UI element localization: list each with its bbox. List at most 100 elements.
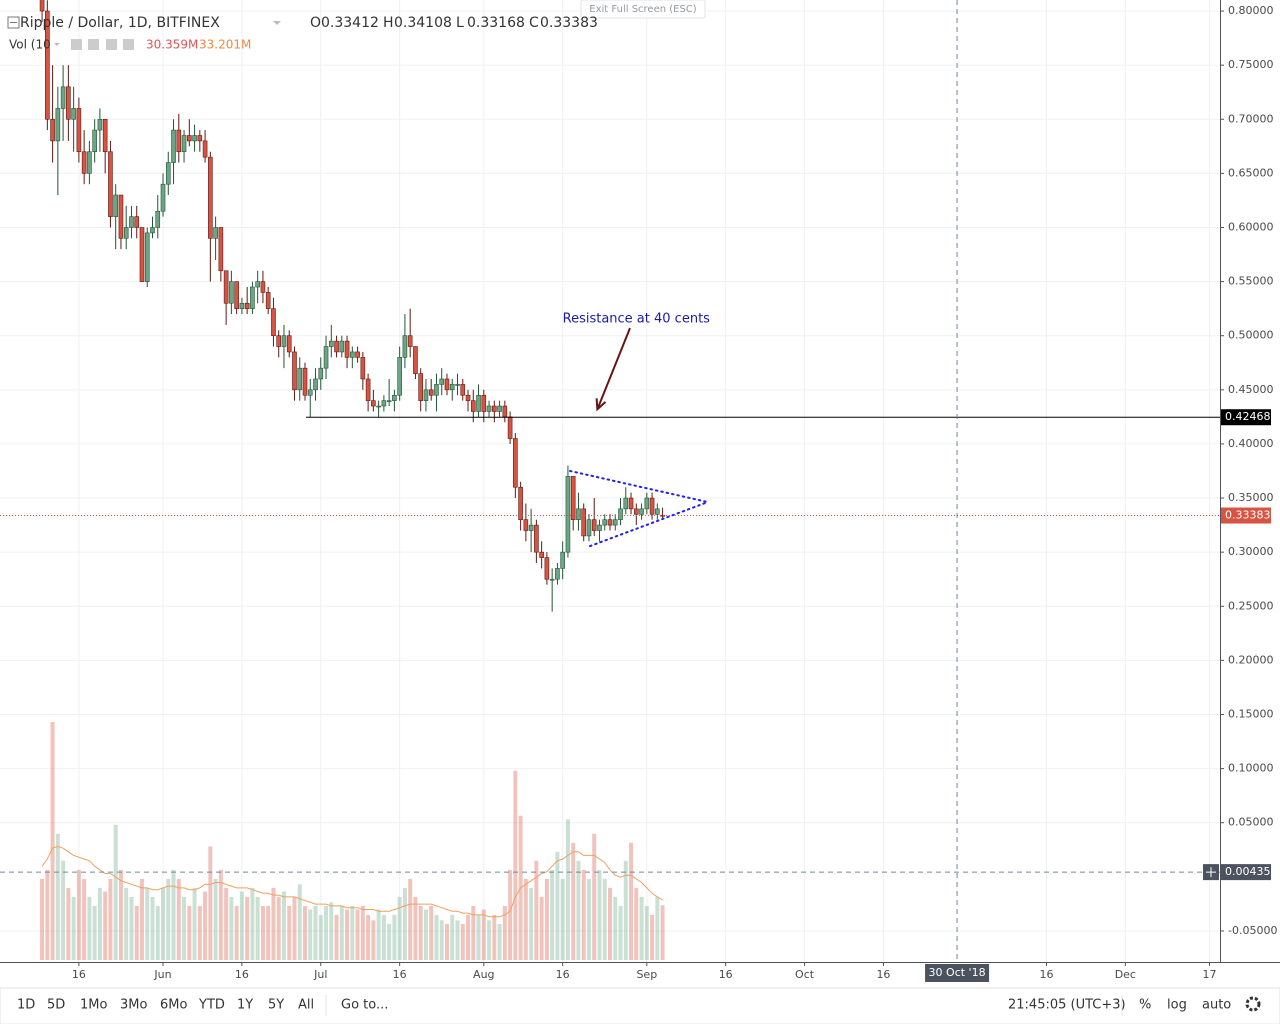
goto-button[interactable]: Go to... [341,998,388,1013]
candle-body [60,86,66,109]
candle-body [281,335,287,347]
y-tick-label: -0.05000 [1228,924,1277,937]
gear-icon[interactable] [1245,996,1261,1012]
volume-bar [145,887,150,960]
settings-gear[interactable] [1245,996,1261,1012]
bottom-toolbar [0,987,1280,1024]
last-price-label: 0.33383 [1225,509,1271,522]
candle-body [344,340,350,358]
candle-body [223,270,229,304]
volume-bar [271,887,276,960]
volume-bar [55,833,60,960]
option-button[interactable]: log [1167,998,1187,1013]
candle-body [318,367,324,380]
candle-body [449,384,455,391]
volume-bar [413,896,418,960]
last-price-tag [1221,507,1271,524]
candle-body [208,156,213,239]
settings-icon[interactable] [88,39,99,50]
add-icon[interactable] [106,39,117,50]
volume-bar [113,824,118,960]
interval-button[interactable]: 1D [17,998,35,1013]
y-tick-label: 0.55000 [1228,275,1274,288]
volume-bar [129,896,134,960]
volume-bar [608,887,612,960]
interval-button[interactable]: 5D [47,998,65,1013]
volume-bar [266,905,271,960]
ohlc-value: 0.34108 [394,15,452,31]
volume-bar [292,896,297,960]
volume-bar [276,896,281,960]
volume-bar [644,905,649,960]
candle-body [97,118,103,131]
volume-bar [192,887,197,960]
annotation-arrow [596,327,631,410]
candle-body [502,405,508,418]
volume-bar [592,833,597,960]
interval-button[interactable]: 3Mo [120,998,147,1013]
candle-body [497,405,502,412]
volume-bar [118,869,123,960]
volume-bar [376,909,381,960]
candle-body [50,118,55,142]
candle-body [165,162,171,185]
close-icon[interactable] [123,39,134,50]
candle-body [150,227,155,234]
candle-body [139,227,145,282]
interval-button[interactable]: All [298,998,314,1013]
volume-bar [429,905,434,960]
volume-bar [218,869,223,960]
option-button[interactable]: % [1139,998,1151,1013]
exit-fullscreen-button[interactable] [580,0,706,19]
volume-bar [339,905,344,960]
candle-body [423,389,429,401]
interval-button[interactable]: 1Mo [80,998,107,1013]
interval-button[interactable]: 6Mo [160,998,187,1013]
option-button[interactable]: auto [1202,998,1231,1013]
candle-body [439,378,445,385]
candle-body [307,389,313,396]
x-tick-label: 16 [876,968,890,981]
collapse-button[interactable] [7,16,20,29]
volume-dropdown[interactable] [54,43,60,46]
volume-bar [360,905,365,960]
candle-body [276,335,282,347]
candle-body [244,302,250,309]
x-tick-label: Jun [153,968,171,981]
candle-body [591,519,597,531]
volume-bar [303,905,307,960]
candle-body [544,557,550,580]
volume-bar [166,878,171,960]
volume-bar [313,905,318,960]
ohlc-label: O [310,15,321,31]
crosshair-y-tag [1221,864,1271,881]
volume-bar [82,878,87,960]
candle-body [465,394,471,401]
eye-icon[interactable] [71,39,82,50]
candle-body [229,281,234,304]
interval-button[interactable]: 5Y [268,998,284,1013]
volume-bar [45,869,50,960]
plus-icon [1206,867,1216,878]
exit-fullscreen[interactable]: Exit Full Screen (ESC) [589,4,697,15]
volume-bar [571,842,576,960]
candle-body [218,227,224,272]
ohlc-value: 0.33412 [321,15,379,31]
candle-body [355,351,360,358]
volume-bar [529,887,534,960]
candle-body [397,357,402,396]
candle-body [171,129,176,163]
candle-body [612,519,618,526]
interval-button[interactable]: 1Y [237,998,253,1013]
candle-body [144,232,150,282]
volume-ma-line [41,845,663,918]
candle-body [455,384,460,386]
y-tick-label: 0.75000 [1228,58,1274,71]
volume-bar [66,887,71,960]
candle-body [129,216,134,228]
volume-bar [245,896,250,960]
interval-button[interactable]: YTD [198,998,225,1013]
volume-bar [108,878,113,960]
symbol-dropdown[interactable] [273,21,281,25]
